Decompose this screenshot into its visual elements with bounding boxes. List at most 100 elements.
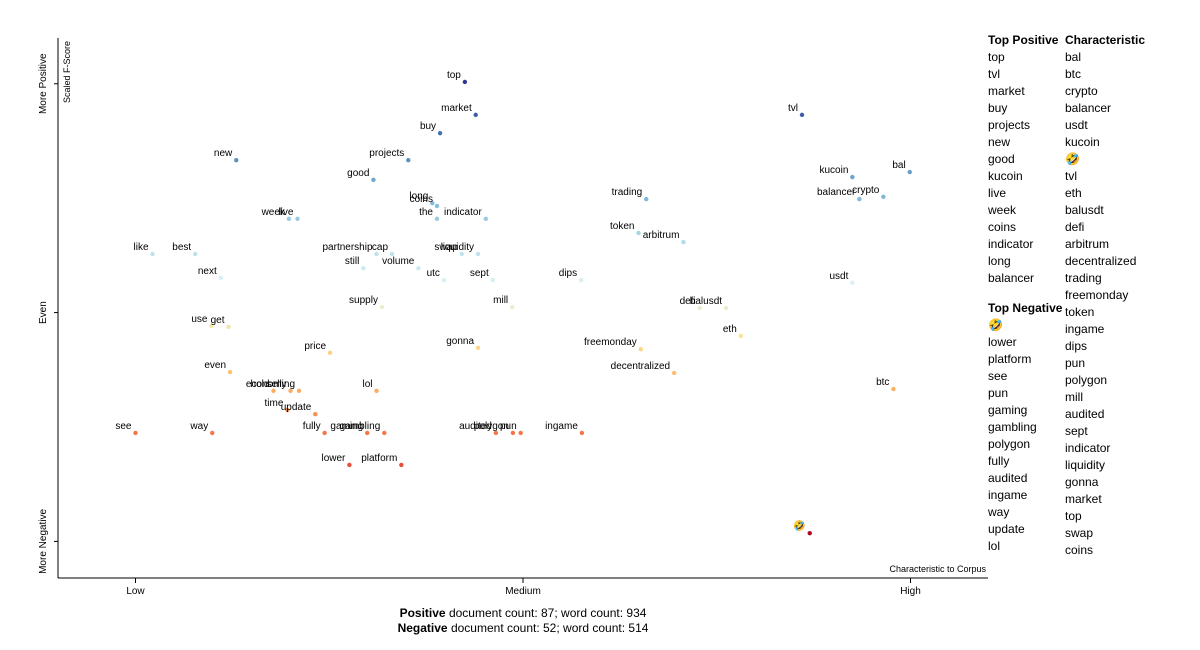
list-title: Top Negative [988,301,1063,315]
point [579,430,585,436]
list-item: tvl [988,67,1000,81]
point [473,112,478,118]
point [210,430,215,436]
list-item: lol [988,539,1001,553]
point-label: balusdt [690,296,722,307]
point-label: market [441,103,472,114]
point [227,369,233,375]
point-label: tvl [788,103,798,114]
point-label: like [134,242,149,253]
list-item: audited [988,471,1028,485]
point [483,216,488,221]
point-label: mill [493,295,508,306]
point-label: polygon [474,421,509,432]
point [434,203,440,209]
point [389,251,395,257]
point-label: partnership [322,242,372,253]
list-title: Top Positive [988,33,1059,47]
list-item: gambling [988,420,1037,434]
point-label: indicator [444,207,482,218]
list-item: polygon [1065,373,1108,387]
list-item: week [988,203,1017,217]
point [518,430,523,436]
point-label: gonna [446,336,474,347]
point [430,201,435,206]
point [226,324,231,329]
list-item: dips [1065,339,1088,353]
point-label: pun [500,421,517,432]
point [510,430,516,436]
list-item: good [988,152,1015,166]
point [218,275,223,280]
point-label: defi [680,296,696,307]
list-item: new [988,135,1011,149]
point-label: even [204,360,226,371]
y-tick-label: More Negative [38,508,49,573]
y-tick-label: More Positive [38,53,49,114]
x-tick-label: High [900,586,921,597]
point [347,462,352,468]
list-item: fully [988,454,1010,468]
point-label: way [189,421,208,432]
list-item: live [988,186,1007,200]
list-item: liquidity [1065,458,1106,472]
point-label: see [115,421,132,432]
point [133,430,138,436]
point-label: update [281,402,312,413]
point-label: audited [459,421,492,432]
point [322,430,327,436]
point-label: projects [369,148,404,159]
point [374,388,379,394]
point-label: coins [410,194,433,205]
list-item: eth [1065,186,1082,200]
point [313,411,318,417]
point-label: week [261,207,286,218]
point [462,79,468,85]
point [697,305,702,311]
list-item: long [988,254,1011,268]
list-item: way [988,505,1010,519]
list-item: gaming [988,403,1028,417]
point-label: new [214,148,233,159]
point [327,350,333,356]
list-item: indicator [1065,441,1111,455]
point-label: kucoin [819,165,848,176]
list-item: ingame [988,488,1028,502]
point [907,169,912,175]
list-item: audited [1065,407,1105,421]
point-label: sept [470,268,489,279]
list-item: sept [1065,424,1088,438]
point-label: decentralized [611,361,670,372]
list-item: market [988,84,1025,98]
point [459,251,464,257]
point-label: live [278,207,293,218]
point [296,388,302,394]
list-item: kucoin [1065,135,1100,149]
point [475,251,481,257]
point-label: liquidity [441,242,474,253]
point [475,345,481,351]
point-label: supply [349,295,378,306]
point [437,130,443,136]
top-positive-list: Top Positive top tvl market buy projects new go… [988,32,1058,287]
list-item: trading [1065,271,1102,285]
list-item: update [988,522,1025,536]
point [681,239,686,245]
point-label: token [610,221,634,232]
list-item: bal [1065,50,1082,64]
list-item: top [1065,509,1082,523]
x-axis-label: Characteristic to Corpus [889,564,986,574]
point [578,277,584,283]
list-item: swap [1065,526,1094,540]
footer-label: Negative [397,621,448,635]
point [379,304,385,310]
point-label: price [304,341,326,352]
y-tick-label: Even [38,301,49,324]
list-item: freemonday [1065,288,1129,302]
point-label: top [447,70,461,81]
list-item: coins [988,220,1017,234]
list-item: arbitrum [1065,237,1110,251]
point [374,251,379,257]
